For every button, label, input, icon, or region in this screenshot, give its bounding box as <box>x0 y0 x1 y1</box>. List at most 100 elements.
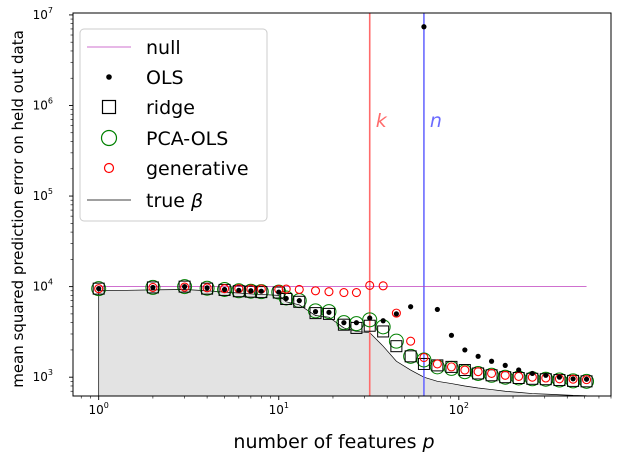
legend-label: generative <box>146 158 249 180</box>
pca-ols-point <box>484 367 500 383</box>
generative-point <box>148 282 158 292</box>
generative-point <box>94 284 104 294</box>
ridge-point <box>458 364 471 377</box>
ols-point <box>434 306 440 313</box>
x-axis-label: number of features p <box>233 431 434 453</box>
vline-label-n: n <box>430 110 442 132</box>
y-tick-label: 104 <box>33 278 53 294</box>
tick-exponent: 3 <box>48 368 53 377</box>
legend-label-text: ridge <box>146 97 195 119</box>
pca-ols-point <box>199 280 215 296</box>
ols-point <box>353 320 360 326</box>
generative-point <box>446 362 456 372</box>
ols-point <box>380 318 386 324</box>
legend-pca-ols-marker <box>100 129 118 147</box>
tick-base: 10 <box>33 280 48 294</box>
ols-point <box>448 332 455 338</box>
ols-point <box>543 372 549 378</box>
legend-label-text: OLS <box>146 67 184 89</box>
legend-label: true β <box>146 190 203 212</box>
x-tick-label: 102 <box>449 401 469 417</box>
generative-point <box>294 284 304 295</box>
tick-exponent: 2 <box>464 401 469 410</box>
ols-point <box>258 288 264 294</box>
tick-exponent: 4 <box>48 278 53 287</box>
y-tick-label: 103 <box>33 368 53 384</box>
legend-label-text: generative <box>146 158 249 180</box>
tick-base: 10 <box>33 8 48 22</box>
ridge-point <box>232 285 245 298</box>
pca-ols-point <box>579 373 595 389</box>
tick-exponent: 0 <box>104 401 109 410</box>
tick-exponent: 1 <box>284 401 289 410</box>
generative-point <box>339 288 349 298</box>
ols-point <box>150 284 156 291</box>
generative-point <box>310 286 321 296</box>
tick-base: 10 <box>449 403 464 417</box>
ridge-point <box>309 307 322 320</box>
ols-point <box>236 287 242 293</box>
x-axis-label-text: number of features <box>233 431 416 453</box>
generative-point <box>365 280 375 291</box>
y-tick-label: 107 <box>33 6 53 22</box>
generative-point <box>568 374 578 384</box>
pca-ols-point <box>457 364 473 380</box>
legend-box <box>79 28 268 222</box>
legend-label-text: true <box>146 190 185 212</box>
generative-point <box>180 282 190 292</box>
ols-point <box>326 309 332 315</box>
x-axis-label-var: p <box>422 431 435 453</box>
y-tick-label: 105 <box>33 187 53 203</box>
ridge-point <box>92 282 105 295</box>
legend-label-text: PCA-OLS <box>146 128 228 150</box>
ols-point <box>393 311 399 317</box>
x-tick-label: 100 <box>89 401 109 417</box>
pca-ols-point <box>443 360 459 376</box>
pca-ols-point <box>429 359 445 375</box>
tick-base: 10 <box>33 370 48 384</box>
true-beta-area <box>98 289 587 396</box>
legend-ridge-marker <box>101 99 117 115</box>
pca-ols-point <box>565 373 581 389</box>
generative-point <box>460 365 470 375</box>
generative-point <box>324 287 334 297</box>
ols-point <box>204 285 210 291</box>
ols-point <box>462 347 468 353</box>
generative-point <box>487 368 497 378</box>
ols-point <box>341 320 347 326</box>
ridge-point <box>417 357 430 370</box>
ols-point <box>556 374 563 380</box>
ridge-point <box>377 325 390 338</box>
legend-generative-marker <box>103 162 115 174</box>
ols-point <box>529 370 535 377</box>
legend-label: PCA-OLS <box>146 128 228 150</box>
generative-point <box>220 284 230 294</box>
ols-point <box>248 288 254 294</box>
pca-ols-point <box>497 369 513 385</box>
generative-point <box>406 336 416 346</box>
tick-exponent: 6 <box>48 96 53 105</box>
ols-point <box>276 289 282 295</box>
y-tick-label: 106 <box>33 96 53 112</box>
ridge-point <box>255 286 268 299</box>
tick-base: 10 <box>269 403 284 417</box>
pca-ols-point <box>403 348 419 364</box>
legend-label: ridge <box>146 97 195 119</box>
ols-point <box>502 362 508 368</box>
legend-label-var: β <box>185 190 203 212</box>
generative-point <box>419 352 429 363</box>
ridge-point <box>178 280 191 293</box>
generative-point <box>391 308 401 318</box>
tick-base: 10 <box>89 403 104 417</box>
legend-label: OLS <box>146 67 184 89</box>
ols-point <box>96 286 102 292</box>
tick-exponent: 5 <box>48 187 53 196</box>
ols-point <box>421 24 427 30</box>
ridge-point <box>390 340 403 353</box>
ols-point <box>296 298 302 304</box>
ols-point <box>221 286 228 293</box>
tick-base: 10 <box>33 189 48 203</box>
ols-point <box>312 308 319 315</box>
